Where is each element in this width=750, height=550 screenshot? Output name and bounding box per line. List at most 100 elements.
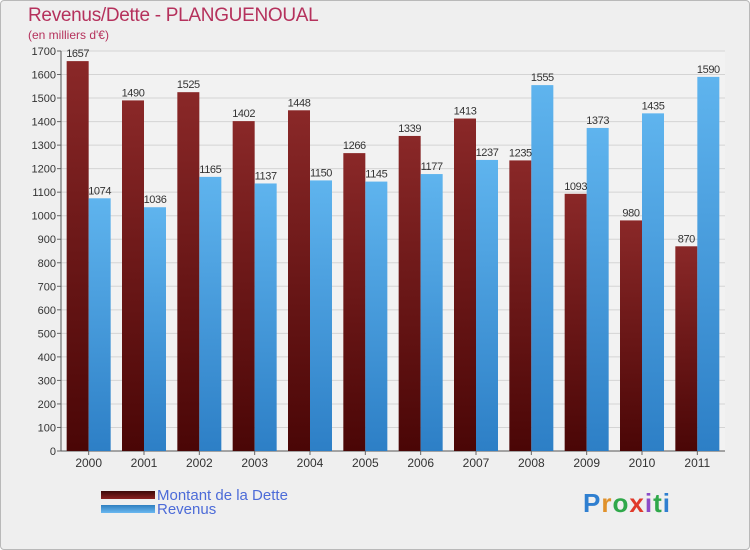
bar-revenus-2003	[254, 183, 277, 451]
bar-dette-2010	[620, 220, 642, 451]
y-tick-label: 1600	[32, 70, 56, 82]
data-label-revenus-2005: 1145	[365, 169, 387, 181]
bar-dette-2005	[343, 153, 366, 451]
data-label-dette-2004: 1448	[288, 97, 311, 109]
y-tick-label: 200	[38, 399, 56, 411]
legend-item-dette: Montant de la Dette	[101, 486, 288, 504]
grid-lines	[61, 50, 725, 452]
y-tick-label: 1200	[32, 164, 56, 176]
bar-revenus-2000	[88, 198, 111, 451]
logo-letter: i	[644, 488, 654, 518]
logo-letter: t	[653, 488, 663, 518]
data-label-revenus-2007: 1237	[476, 147, 499, 159]
bar-dette-2000	[66, 61, 89, 451]
data-label-dette-2000: 1657	[66, 48, 89, 60]
bar-dette-2009	[564, 193, 587, 451]
y-tick-label: 800	[38, 258, 56, 270]
logo-letter: x	[629, 488, 645, 518]
proxiti-logo: Proxiti	[583, 488, 671, 519]
y-tick-label: 300	[38, 375, 56, 387]
legend-label-revenus: Revenus	[157, 500, 217, 518]
logo-letter: r	[601, 488, 613, 518]
data-label-dette-2010: 980	[622, 207, 639, 219]
data-label-revenus-2011: 1590	[697, 64, 720, 76]
x-tick-label: 2003	[241, 456, 268, 470]
logo-letter: i	[662, 488, 671, 518]
y-tick-label: 1500	[32, 93, 56, 105]
plot-area	[61, 51, 725, 451]
data-label-dette-2011: 870	[678, 233, 695, 245]
y-tick-label: 600	[38, 305, 56, 317]
bar-revenus-2004	[310, 180, 332, 452]
y-tick-label: 900	[38, 234, 56, 246]
bar-dette-2011	[675, 246, 698, 451]
data-label-dette-2005: 1266	[343, 140, 366, 152]
data-label-dette-2003: 1402	[232, 108, 255, 120]
bar-revenus-2001	[144, 207, 166, 451]
bar-dette-2001	[122, 100, 144, 451]
data-label-revenus-2010: 1435	[642, 100, 665, 112]
legend-swatch-dette	[101, 491, 155, 499]
data-label-revenus-2006: 1177	[421, 161, 443, 173]
data-label-dette-2006: 1339	[398, 123, 421, 135]
data-label-revenus-2009: 1373	[586, 115, 609, 127]
bar-revenus-2008	[531, 85, 554, 451]
x-tick-label: 2004	[297, 456, 324, 470]
y-tick-label: 1300	[32, 140, 56, 152]
bars	[66, 61, 720, 452]
data-labels: 1657 1074 1490 1036 1525 1165 1402 1137 1448 1150…	[66, 48, 720, 245]
x-tick-label: 2006	[407, 456, 434, 470]
y-tick-label: 400	[38, 352, 56, 364]
data-label-revenus-2004: 1150	[310, 167, 332, 179]
data-label-revenus-2003: 1137	[255, 170, 277, 182]
y-tick-label: 500	[38, 328, 56, 340]
bar-revenus-2010	[642, 113, 664, 452]
y-tick-label: 0	[50, 446, 56, 458]
bar-dette-2006	[398, 135, 421, 452]
bar-dette-2003	[232, 121, 255, 451]
bar-revenus-2005	[365, 181, 388, 451]
chart-title: Revenus/Dette - PLANGUENOUAL	[28, 5, 319, 26]
y-tick-label: 1000	[32, 211, 56, 223]
y-tick-label: 100	[38, 422, 56, 434]
bar-dette-2007	[454, 118, 476, 451]
x-tick-label: 2011	[684, 456, 710, 470]
legend-swatch-revenus	[101, 505, 155, 513]
data-label-dette-2001: 1490	[122, 87, 145, 99]
bar-revenus-2009	[586, 127, 609, 452]
bar-dette-2002	[177, 92, 200, 452]
bar-revenus-2007	[476, 159, 498, 452]
x-tick-label: 2000	[75, 456, 102, 470]
x-tick-label: 2005	[352, 456, 379, 470]
data-label-revenus-2001: 1036	[144, 194, 167, 206]
logo-letter: P	[583, 488, 602, 518]
bar-revenus-2011	[697, 76, 720, 451]
x-tick-label: 2009	[573, 456, 600, 470]
data-label-dette-2009: 1093	[564, 181, 587, 193]
legend-label-dette: Montant de la Dette	[157, 486, 288, 504]
bar-revenus-2002	[199, 176, 222, 451]
y-tick-label: 1400	[32, 117, 56, 129]
data-label-revenus-2008: 1555	[531, 72, 554, 84]
chart-subtitle: (en milliers d'€)	[28, 28, 109, 42]
y-tick-label: 1100	[32, 187, 56, 199]
data-label-dette-2002: 1525	[177, 79, 200, 91]
x-tick-label: 2002	[186, 456, 213, 470]
logo-letter: o	[612, 488, 630, 518]
x-tick-label: 2010	[629, 456, 656, 470]
data-label-dette-2007: 1413	[454, 106, 477, 118]
axes: 0 100 200 300 400 500 600 700 800 900 1000 1100 1200…	[32, 46, 725, 470]
data-label-dette-2008: 1235	[509, 147, 532, 159]
y-tick-label: 700	[38, 281, 56, 293]
data-label-revenus-2002: 1165	[199, 164, 221, 176]
x-tick-label: 2008	[518, 456, 545, 470]
bar-revenus-2006	[420, 174, 443, 451]
legend-item-revenus: Revenus	[101, 500, 217, 518]
y-tick-label: 1700	[32, 46, 56, 58]
bar-dette-2008	[509, 160, 532, 452]
bar-dette-2004	[288, 110, 310, 451]
data-label-revenus-2000: 1074	[88, 185, 111, 197]
x-tick-label: 2001	[131, 456, 158, 470]
